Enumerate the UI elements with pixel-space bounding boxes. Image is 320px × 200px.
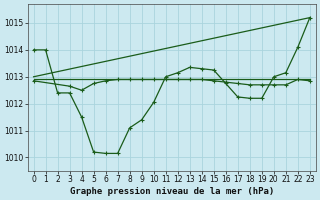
X-axis label: Graphe pression niveau de la mer (hPa): Graphe pression niveau de la mer (hPa) [69, 187, 274, 196]
